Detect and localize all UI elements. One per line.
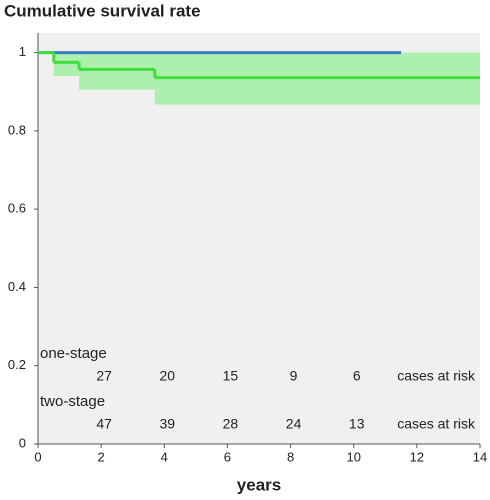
y-tick-label: 0.6: [8, 201, 26, 216]
x-tick-label: 10: [346, 449, 360, 464]
cases-at-risk: 6: [353, 368, 361, 384]
cases-at-risk: 13: [349, 416, 365, 432]
y-tick-label: 0: [19, 435, 26, 450]
y-tick-label: 1: [19, 44, 26, 59]
cases-at-risk: 24: [286, 416, 302, 432]
cases-at-risk: 20: [159, 368, 175, 384]
confidence-band: [53, 52, 80, 77]
risk-group-name: two-stage: [40, 393, 105, 410]
risk-group-name: one-stage: [40, 345, 107, 362]
y-tick-label: 0.2: [8, 357, 26, 372]
confidence-band: [79, 52, 155, 90]
x-tick-label: 8: [287, 449, 294, 464]
x-tick-label: 14: [473, 449, 487, 464]
x-tick-label: 4: [161, 449, 168, 464]
x-tick-label: 12: [410, 449, 424, 464]
cases-at-risk: 27: [96, 368, 112, 384]
x-axis-label: years: [237, 475, 281, 494]
x-tick-label: 2: [98, 449, 105, 464]
x-tick-label: 6: [224, 449, 231, 464]
cases-at-risk: 15: [223, 368, 239, 384]
chart-title: Cumulative survival rate: [4, 1, 201, 20]
cases-at-risk: 47: [96, 416, 112, 432]
cases-at-risk: 39: [159, 416, 175, 432]
y-tick-label: 0.4: [8, 279, 26, 294]
risk-label: cases at risk: [397, 368, 476, 384]
cases-at-risk: 28: [223, 416, 239, 432]
y-tick-label: 0.8: [8, 122, 26, 137]
x-tick-label: 0: [34, 449, 41, 464]
risk-label: cases at risk: [397, 416, 476, 432]
cases-at-risk: 9: [290, 368, 298, 384]
